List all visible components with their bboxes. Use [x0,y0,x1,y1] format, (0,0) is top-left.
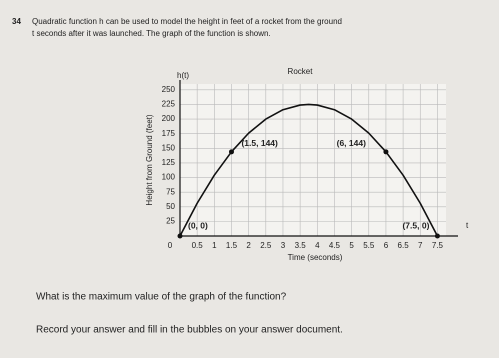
prompt: What is the maximum value of the graph o… [36,292,287,303]
y-tick-label: 200 [162,114,176,123]
y-label: Height from Ground (feet) [145,114,154,205]
point-label: (0, 0) [188,220,208,230]
intro: t seconds after it was launched. The gra… [32,29,271,38]
x-tick-label: 3 [281,241,286,250]
y-tick-label: 75 [166,187,175,196]
question-number: 34 [12,17,21,26]
y-tick-label: 250 [162,85,176,94]
y-tick-label: 175 [162,129,176,138]
y-axis-name: h(t) [177,71,189,80]
point [228,149,234,155]
y-tick-label: 225 [162,100,176,109]
point-label: (6, 144) [337,138,366,148]
point [434,233,440,239]
intro: Quadratic function h can be used to mode… [32,17,342,26]
x-tick-label: 1 [212,241,217,250]
point-label: (1.5, 144) [241,138,278,148]
x-tick-label: 3.5 [295,241,307,250]
y-tick-label: 25 [166,216,175,225]
x-tick-label: 6 [384,241,389,250]
x-label: Time (seconds) [288,253,343,262]
point [177,233,183,239]
x-tick-label: 0 [168,241,173,250]
x-tick-label: 4 [315,241,320,250]
chart-title: Rocket [288,67,314,76]
line [179,103,439,237]
y-tick-label: 50 [166,202,175,211]
point [383,149,389,155]
x-tick-label: 6.5 [398,241,410,250]
y-tick-label: 100 [162,173,176,182]
x-axis-name: t [466,221,469,230]
x-tick-label: 0.5 [192,241,204,250]
x-tick-label: 7 [418,241,423,250]
x-tick-label: 5 [349,241,354,250]
plot-area [180,84,446,236]
x-tick-label: 2.5 [260,241,272,250]
y-tick-label: 150 [162,143,176,152]
instruction: Record your answer and fill in the bubbl… [36,325,343,336]
x-tick-label: 1.5 [226,241,238,250]
x-tick-label: 2 [246,241,251,250]
point-label: (7.5, 0) [402,220,429,230]
x-tick-label: 7.5 [432,241,444,250]
x-tick-label: 4.5 [329,241,341,250]
y-tick-label: 125 [162,158,176,167]
x-tick-label: 5.5 [363,241,375,250]
